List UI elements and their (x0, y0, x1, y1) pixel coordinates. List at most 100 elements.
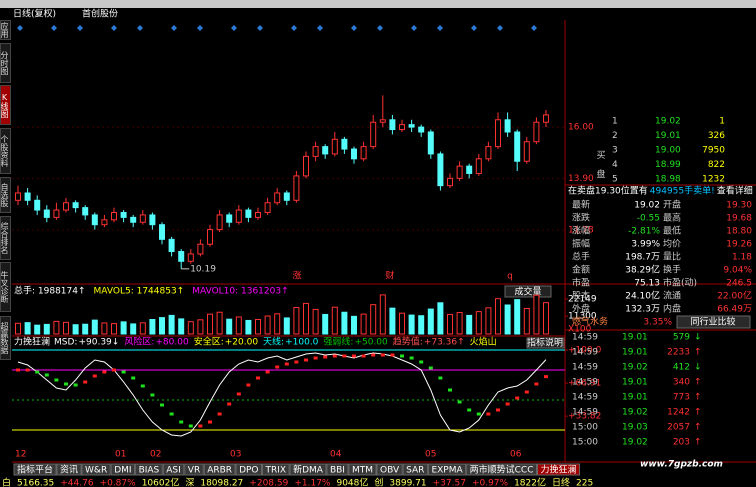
tab-box[interactable] (110, 463, 136, 476)
candle-body (111, 211, 117, 221)
field-label: 量比 (663, 251, 681, 263)
tab-box[interactable] (262, 463, 290, 476)
field-value: -0.55 (637, 214, 660, 224)
volume-bar (351, 315, 357, 335)
sidebar-tab[interactable]: 分时图 (0, 43, 11, 83)
tick-price: 19.02 (622, 363, 648, 373)
tab-box[interactable] (326, 463, 349, 476)
volume-bar (168, 314, 175, 335)
tab-box[interactable] (402, 463, 428, 476)
indicator-item-value: +50.00 (354, 338, 388, 348)
trend-dot (486, 412, 491, 416)
tab-box[interactable] (537, 463, 581, 476)
volume-button[interactable]: 成交量 (514, 286, 541, 298)
tab[interactable]: VR (188, 466, 200, 476)
tab-box[interactable] (427, 463, 467, 476)
candle-body (456, 165, 463, 179)
tab[interactable]: BBI (330, 466, 345, 476)
volume-bar (466, 314, 473, 335)
tab-box[interactable] (13, 463, 57, 476)
industry-button[interactable]: 同行业比较 (690, 316, 735, 328)
indicator-item-value: +80.00 (155, 338, 189, 348)
status-item: 3899.71 (389, 479, 426, 487)
tick-direction: ↓ (694, 363, 702, 373)
order-alert[interactable]: 查看详细 (717, 185, 753, 197)
trend-dot (73, 383, 78, 387)
volume-bar (370, 304, 377, 335)
industry-name: 燃气水务 (572, 316, 608, 328)
candle-body (341, 138, 348, 150)
tab-box[interactable] (235, 463, 263, 476)
field-value: 19.02 (634, 201, 660, 211)
tab-box[interactable] (376, 463, 403, 476)
tab[interactable]: 新DMA (293, 464, 324, 476)
tab[interactable]: 力挽狂澜 (541, 464, 577, 476)
volume-tick-label: 11300 (568, 312, 597, 322)
tab[interactable]: BIAS (139, 466, 160, 476)
tab[interactable]: DMI (114, 466, 131, 476)
sidebar-tab[interactable]: 牛叉诊断 (0, 262, 11, 312)
sidebar-tab[interactable]: 应用 (0, 20, 11, 40)
tab[interactable]: TRIX (265, 466, 287, 476)
candle-body (178, 251, 185, 262)
tick-price: 19.02 (622, 408, 648, 418)
tab[interactable]: DPO (239, 466, 258, 476)
tab-box[interactable] (184, 463, 204, 476)
tick-time: 14:59 (572, 363, 598, 373)
indicator-tick-label: +66.91 (568, 379, 601, 389)
tab-box[interactable] (289, 463, 327, 476)
month-label: 01 (115, 450, 126, 460)
candle-body (427, 131, 434, 155)
volume-bar (34, 324, 41, 335)
book-price: 19.01 (655, 131, 681, 141)
low-label: 10.19 (190, 264, 216, 274)
trend-dot (256, 376, 260, 380)
tab[interactable]: EXPMA (431, 466, 463, 476)
tick-direction: ↓ (694, 333, 702, 343)
volume-bar (293, 307, 300, 335)
tab[interactable]: ASI (166, 466, 181, 476)
trend-dot (448, 388, 452, 392)
signal-marker (437, 25, 443, 31)
trend-dot (304, 358, 308, 362)
tab[interactable]: 资讯 (60, 465, 78, 476)
sidebar-tab[interactable]: 超赢数据 (0, 316, 11, 360)
candle-body (82, 207, 89, 216)
tab-box[interactable] (203, 463, 236, 476)
tab[interactable]: 指标平台 (17, 464, 53, 476)
sidebar-tab[interactable]: 自选股 (0, 177, 11, 213)
trend-dot (371, 353, 376, 357)
indicator-button-box[interactable] (526, 337, 565, 349)
tab[interactable]: ARBR (207, 466, 232, 476)
volume-button-box[interactable] (504, 285, 552, 298)
candle-body (207, 229, 213, 245)
volume-bar (283, 317, 290, 335)
sidebar-tab[interactable]: K线图 (0, 85, 11, 125)
tab[interactable]: W&R (85, 466, 107, 476)
tick-direction: ↑ (694, 348, 702, 358)
tab-box[interactable] (81, 463, 111, 476)
tick-volume: 2057 (667, 423, 690, 433)
signal-marker (471, 25, 477, 31)
tab[interactable]: SAR (406, 466, 424, 476)
tab-box[interactable] (162, 463, 185, 476)
sidebar-tab[interactable]: 综合排名 (0, 216, 11, 260)
volume-bar (53, 320, 60, 335)
volume-bar (399, 312, 405, 335)
candle-body (139, 214, 146, 223)
tab-box[interactable] (466, 463, 537, 476)
industry-button-box[interactable] (676, 315, 751, 329)
candle-body (149, 214, 156, 226)
tab[interactable]: MTM (352, 466, 373, 476)
tab-box[interactable] (348, 463, 377, 476)
status-item: 18098.27 (200, 479, 243, 487)
tab[interactable]: 两市顺势试CCC (470, 464, 534, 476)
tab-box[interactable] (56, 463, 82, 476)
candle-body (245, 209, 252, 218)
candle-body (187, 253, 194, 262)
volume-bar (159, 317, 165, 335)
sidebar-tab[interactable]: 个股资料 (0, 128, 11, 174)
indicator-button[interactable]: 指标说明 (527, 337, 563, 349)
tab-box[interactable] (135, 463, 163, 476)
tab[interactable]: OBV (380, 466, 400, 476)
